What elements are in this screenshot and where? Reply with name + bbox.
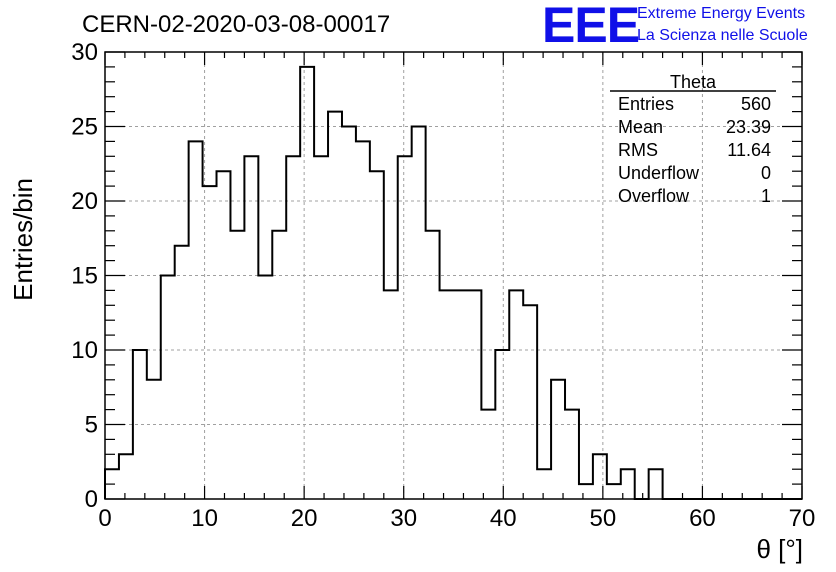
stats-row-label: Overflow [618, 186, 690, 206]
y-axis-title: Entries/bin [8, 178, 38, 301]
x-tick-label: 10 [191, 505, 218, 532]
logo-mark: EEE [542, 0, 639, 53]
x-axis-title: θ [°] [756, 534, 803, 564]
stats-row-label: Underflow [618, 163, 700, 183]
x-tick-label: 20 [291, 505, 318, 532]
logo-line-1: Extreme Energy Events [637, 5, 805, 22]
histogram-series [104, 65, 802, 500]
stats-rows: Entries 560 Mean 23.39 RMS 11.64 Underflow 0 Ove… [618, 94, 771, 206]
stats-row-value: 1 [761, 186, 771, 206]
x-tick-labels: 0 10 20 30 40 50 60 70 [98, 505, 815, 532]
grid-lines [105, 52, 802, 499]
y-tick-label: 30 [71, 39, 98, 66]
eee-logo: EEE Extreme Energy Events La Scienza nel… [542, 0, 808, 53]
logo-line-2: La Scienza nelle Scuole [637, 27, 808, 44]
x-tick-label: 60 [689, 505, 716, 532]
stats-row-label: RMS [618, 140, 658, 160]
x-tick-label: 40 [490, 505, 517, 532]
y-tick-label: 10 [71, 337, 98, 364]
x-tick-label: 30 [390, 505, 417, 532]
x-tick-label: 50 [590, 505, 617, 532]
stats-row-value: 560 [741, 94, 771, 114]
chart-title: CERN-02-2020-03-08-00017 [82, 11, 390, 38]
x-tick-label: 70 [789, 505, 816, 532]
stats-row-value: 0 [761, 163, 771, 183]
y-tick-label: 15 [71, 263, 98, 290]
stats-box: Theta Entries 560 Mean 23.39 RMS 11.64 Underfl… [610, 72, 776, 206]
stats-title: Theta [670, 72, 717, 92]
stats-row-label: Mean [618, 117, 663, 137]
x-tick-label: 0 [98, 505, 111, 532]
stats-row-label: Entries [618, 94, 674, 114]
y-tick-label: 25 [71, 114, 98, 141]
y-tick-labels: 0 5 10 15 20 25 30 [71, 39, 98, 513]
y-tick-label: 5 [85, 412, 98, 439]
axis-ticks [104, 51, 803, 500]
stats-row-value: 11.64 [727, 140, 771, 160]
y-tick-label: 0 [85, 486, 98, 513]
y-tick-label: 20 [71, 188, 98, 215]
stats-row-value: 23.39 [726, 117, 771, 137]
